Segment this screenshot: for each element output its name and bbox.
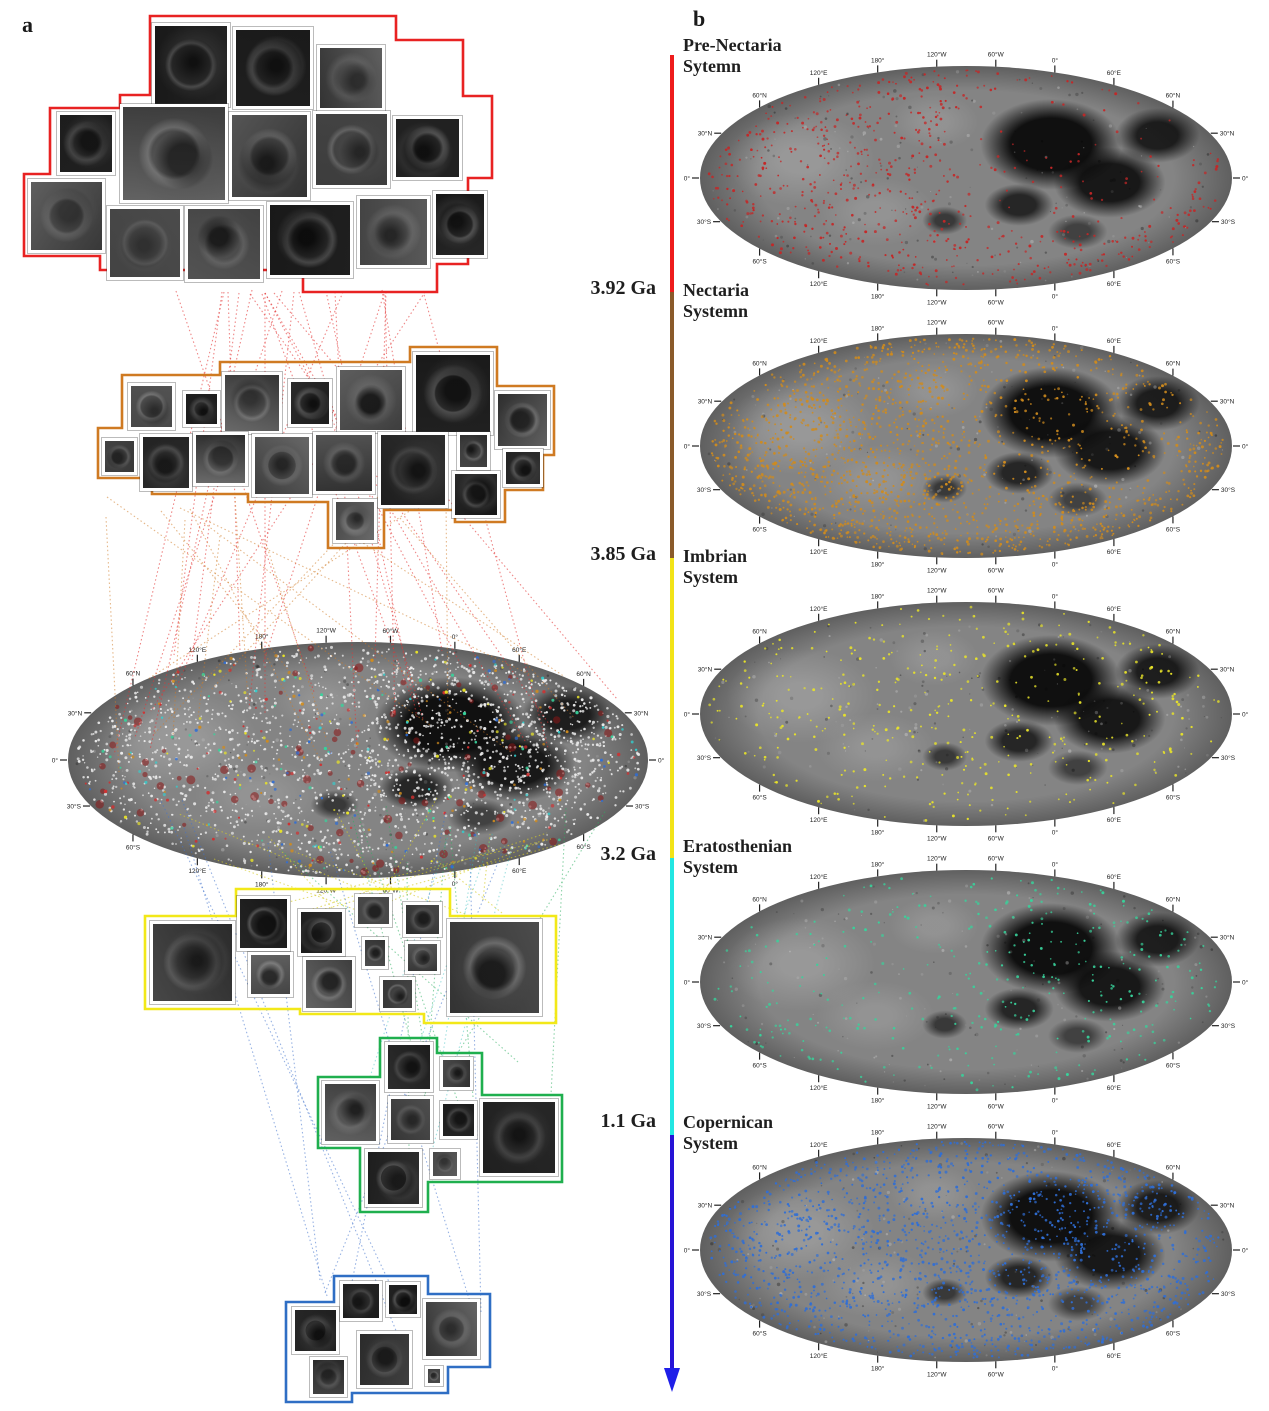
crater-image-tile [303,957,355,1011]
crater-markers: 60°N60°S120°E120°E180°180°120°W120°W60°W… [684,51,1249,307]
crater-image-tile [140,434,192,491]
crater-image-tile [440,1101,477,1139]
crater-image-tile [322,1081,379,1144]
moon-texture [700,870,1232,1094]
moon-texture [700,66,1232,290]
map-copernican-system: 60°N 60°S 120°E 120°E 180° 180° 120°W 120°W 60°W… [684,1123,1249,1379]
crater-image-tile [378,432,448,508]
crater-image-tile [28,179,105,253]
crater-image-tile [193,432,248,486]
crater-image-tile [313,432,375,494]
timeline-segment-4 [670,1135,674,1368]
crater-image-tile [102,438,137,475]
crater-image-tile [503,449,543,487]
crater-image-tile [388,1096,433,1143]
crater-image-tile [440,1057,473,1090]
crater-image-tile [447,919,542,1016]
crater-image-tile [310,1357,347,1397]
map-all-systems-combined: 60°N60°S120°E120°E180°180°120°W120°W60°W… [52,627,665,895]
system-label-eratosthenian: Eratosthenian System [683,836,793,877]
crater-image-tile [362,937,388,969]
crater-image-tile [423,1299,480,1359]
crater-image-tile [313,111,390,188]
panel-a-label: a [22,12,33,37]
crater-image-tile [333,499,377,543]
crater-image-tile [355,894,392,927]
crater-image-tile [403,902,442,937]
map-pre-nectaria-sytemn: 60°N 60°S 120°E 120°E 180° 180° 120°W 120°W 60°W… [684,51,1249,307]
crater-image-tile [433,191,487,258]
crater-markers: 60°N60°S120°E120°E180°180°120°W120°W60°W… [52,627,665,895]
moon-texture [700,602,1232,826]
panel-b-label: b [693,6,706,31]
map-nectaria-systemn: 60°N 60°S 120°E 120°E 180° 180° 120°W 120°W 60°W… [684,319,1249,575]
crater-image-tile [457,432,490,470]
map-eratosthenian-system: 60°N 60°S 120°E 120°E 180° 180° 120°W 120°W 60°W… [684,855,1249,1111]
crater-image-tile [298,909,345,956]
crater-image-tile [393,116,462,180]
crater-image-tile [413,352,493,435]
crater-image-tile [185,206,263,282]
crater-image-tile [152,23,230,107]
crater-image-tile [385,1042,433,1092]
timeline-segment-3 [670,858,674,1135]
system-label-imbrian: Imbrian System [683,546,748,587]
crater-image-tile [150,921,235,1004]
age-label-1-1-ga: 1.1 Ga [600,1110,656,1132]
crater-image-tile [183,391,220,427]
crater-image-tile [340,1281,382,1321]
crater-image-tile [233,27,313,109]
crater-image-tile [252,434,312,497]
crater-markers: 60°N60°S120°E120°E180°180°120°W120°W60°W… [684,1123,1249,1379]
crater-image-tile [292,1307,339,1354]
age-label-3-85-ga: 3.85 Ga [590,543,656,565]
crater-image-tile [317,45,385,111]
timeline-segment-2 [670,558,674,858]
crater-markers: 60°N60°S120°E120°E180°180°120°W120°W60°W… [684,855,1249,1111]
crater-image-tile [120,104,228,203]
crater-image-tile [222,372,282,434]
timeline-segment-0 [670,55,674,292]
crater-image-tile [237,896,290,951]
crater-image-tile [107,206,183,280]
age-label-3-2-ga: 3.2 Ga [600,843,656,865]
timeline-arrow-icon [664,1368,680,1392]
crater-image-tile [380,977,415,1011]
crater-image-tile [480,1099,558,1176]
crater-image-tile [357,1331,412,1388]
crater-image-tile [248,952,293,997]
system-label-copernican: Copernican System [683,1112,773,1153]
crater-image-tile [495,391,550,449]
system-label-pre-nectaria: Pre-Nectaria Sytemn [683,35,782,76]
crater-image-tile [229,112,310,200]
crater-image-tile [365,1149,422,1207]
crater-markers: 60°N60°S120°E120°E180°180°120°W120°W60°W… [684,587,1249,843]
crater-image-tile [430,1149,460,1179]
age-label-3-92-ga: 3.92 Ga [590,277,656,299]
crater-image-tile [405,941,440,974]
crater-image-tile [337,367,405,433]
crater-image-tile [128,383,175,430]
map-imbrian-system: 60°N 60°S 120°E 120°E 180° 180° 120°W 120°W 60°W… [684,587,1249,843]
timeline-segment-1 [670,292,674,558]
crater-image-tile [425,1366,443,1386]
crater-image-tile [452,471,500,518]
crater-image-tile [357,196,430,268]
crater-image-tile [267,202,353,278]
system-label-nectaria: Nectaria Systemn [683,280,749,321]
crater-image-tile [57,112,115,175]
crater-markers: 60°N60°S120°E120°E180°180°120°W120°W60°W… [684,319,1249,575]
crater-image-tile [288,379,332,427]
crater-image-tile [386,1282,420,1317]
